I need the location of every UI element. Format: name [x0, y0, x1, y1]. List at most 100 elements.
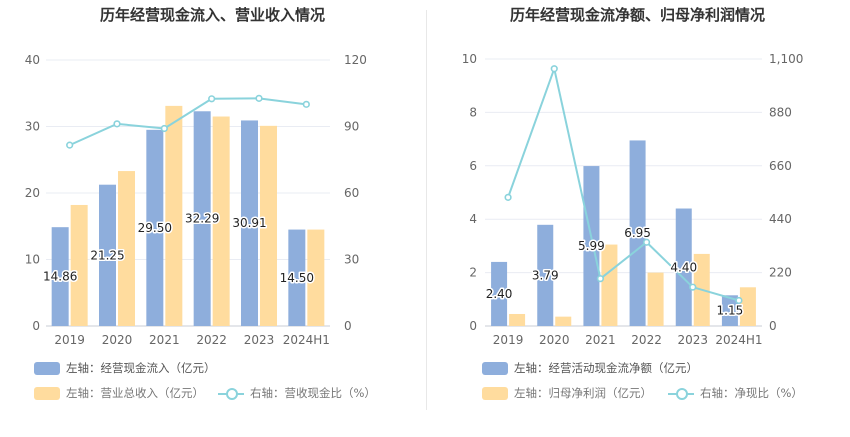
data-label-halo: 30.91: [232, 216, 266, 230]
legend-label: 左轴：经营活动现金流净额（亿元）: [514, 361, 698, 375]
right-axis-tick-label: 60: [344, 186, 359, 200]
ratio-point: [642, 238, 651, 246]
data-label-halo: 21.25: [90, 248, 124, 262]
ratio-point: [550, 65, 558, 73]
data-label: 21.25: [90, 248, 124, 262]
chart-title: 历年经营现金流入、营业收入情况: [99, 6, 325, 24]
legend-item-cash-inflow[interactable]: 左轴：经营现金流入（亿元）: [34, 360, 216, 376]
data-label-halo: 14.50: [280, 271, 314, 285]
data-label: 29.50: [138, 221, 172, 235]
chart-title: 历年经营现金流净额、归母净利润情况: [509, 6, 765, 24]
bar-bar-primary: [721, 295, 738, 326]
bar-bar-secondary: [70, 204, 88, 326]
x-axis-tick-label: 2020: [539, 333, 570, 347]
data-label: 4.40: [670, 260, 697, 274]
legend-item-net-profit[interactable]: 左轴：归母净利润（亿元）: [482, 385, 652, 401]
chart-cash-inflow-revenue: 0 10 20 30 40 0 30 60 90 120 2019 2020 2021 2022 2023 2…: [25, 53, 367, 347]
ratio-point: [302, 100, 310, 108]
legend-label: 左轴：营业总收入（亿元）: [66, 386, 204, 400]
x-axis-tick-label: 2024H1: [283, 333, 330, 347]
left-axis-tick-label: 40: [25, 53, 40, 67]
data-label-halo: 1.15: [717, 304, 744, 318]
legend-swatch: [482, 361, 508, 375]
left-axis-tick-label: 10: [462, 52, 477, 66]
legend-swatch: [34, 361, 60, 375]
data-label-halo: 4.40: [670, 260, 697, 274]
chart-net-cash-flow-profit: 0 2 4 6 8 10 0 220 440 660 880 1,100 2019 2020 2021 202…: [462, 52, 804, 347]
left-axis-tick-label: 20: [25, 186, 40, 200]
ratio-point: [255, 94, 263, 102]
ratio-point: [66, 141, 74, 149]
bar-bar-secondary: [647, 272, 664, 326]
right-axis-tick-label: 0: [769, 319, 777, 333]
right-axis-tick-label: 120: [344, 53, 367, 67]
bar-bar-primary: [146, 129, 164, 326]
legend-line-marker-icon: [218, 387, 244, 400]
data-label: 32.29: [185, 212, 219, 226]
ratio-point: [596, 275, 605, 283]
ratio-point: [504, 193, 512, 201]
right-axis-tick-label: 1,100: [769, 52, 803, 66]
left-axis-tick-label: 10: [25, 253, 40, 267]
x-axis-tick-label: 2019: [54, 333, 85, 347]
data-label: 14.86: [43, 270, 77, 284]
ratio-line: [69, 97, 307, 147]
x-axis-tick-label: 2019: [493, 333, 524, 347]
chart-panel-net-cash-flow: 历年经营现金流净额、归母净利润情况 0 2 4 6 8 10 0 220 440 660 880 1,…: [425, 0, 850, 437]
legend-item-net-cash-ratio[interactable]: 右轴：净现比（%）: [668, 385, 803, 401]
bar-bar-primary: [491, 261, 508, 326]
bar-bar-secondary: [555, 316, 572, 326]
legend-label: 左轴：经营现金流入（亿元）: [66, 361, 216, 375]
bar-bar-secondary: [739, 287, 756, 326]
legend-swatch: [34, 386, 60, 400]
legend-item-net-cash-flow[interactable]: 左轴：经营活动现金流净额（亿元）: [482, 360, 698, 376]
data-label: 2.40: [486, 287, 513, 301]
ratio-line: [507, 65, 740, 302]
x-axis-tick-label: 2023: [244, 333, 275, 347]
right-axis-tick-label: 220: [769, 266, 792, 280]
ratio-point: [689, 283, 697, 291]
data-label: 14.50: [280, 271, 314, 285]
panel-divider: [426, 10, 427, 410]
data-label-halo: 6.95: [624, 226, 651, 240]
bar-bar-primary: [288, 229, 306, 326]
data-label: 5.99: [578, 239, 605, 253]
left-axis-tick-label: 30: [25, 120, 40, 134]
data-label-halo: 29.50: [138, 221, 172, 235]
x-axis-tick-label: 2021: [585, 333, 616, 347]
data-label-halo: 32.29: [185, 212, 219, 226]
right-axis-tick-label: 880: [769, 105, 792, 119]
x-axis-tick-label: 2021: [149, 333, 180, 347]
ratio-point: [208, 95, 216, 103]
legend-item-revenue[interactable]: 左轴：营业总收入（亿元）: [34, 385, 204, 401]
x-axis-tick-label: 2023: [677, 333, 708, 347]
data-label: 3.79: [532, 268, 559, 282]
data-label-halo: 5.99: [578, 239, 605, 253]
bar-bar-primary: [537, 224, 554, 326]
ratio-point: [113, 120, 121, 128]
bar-bar-primary: [629, 140, 646, 326]
bar-bar-secondary: [212, 116, 230, 327]
legend-label: 右轴：营收现金比（%）: [250, 386, 376, 400]
left-axis-tick-label: 6: [469, 159, 477, 173]
x-axis-tick-label: 2024H1: [715, 333, 762, 347]
left-axis-tick-label: 8: [469, 105, 477, 119]
bar-bar-primary: [99, 184, 116, 326]
bar-bar-secondary: [601, 244, 618, 326]
bar-bar-primary: [193, 111, 211, 326]
legend-item-cash-revenue-ratio[interactable]: 右轴：营收现金比（%）: [218, 385, 376, 401]
data-label: 30.91: [232, 216, 266, 230]
legend-label: 右轴：净现比（%）: [700, 386, 803, 400]
data-label-halo: 14.86: [43, 270, 77, 284]
bar-bar-primary: [51, 227, 69, 326]
left-axis-tick-label: 2: [469, 266, 477, 280]
data-label: 6.95: [624, 226, 651, 240]
ratio-point: [735, 296, 743, 305]
data-label-halo: 3.79: [532, 268, 559, 282]
chart-panel-cash-inflow: 历年经营现金流入、营业收入情况 0 10 20 30 40 0 30 60 90 120 2019 2…: [25, 6, 376, 401]
ratio-point: [160, 124, 168, 133]
x-axis-tick-label: 2020: [102, 333, 133, 347]
left-axis-tick-label: 0: [469, 319, 477, 333]
x-axis-tick-label: 2022: [196, 333, 227, 347]
bar-bar-primary: [675, 208, 692, 326]
